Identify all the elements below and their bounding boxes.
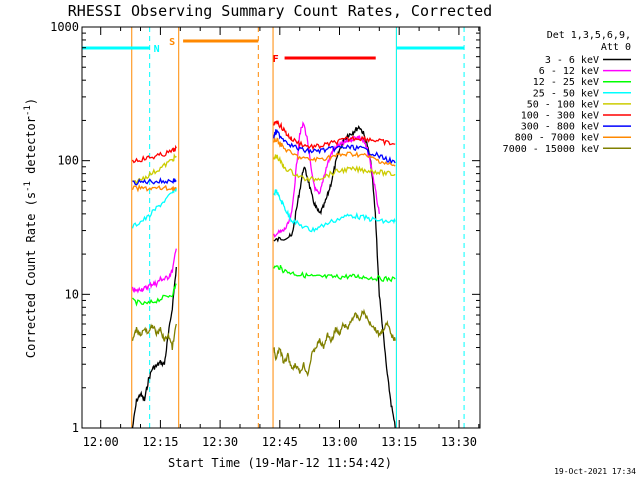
y-label-part: Corrected Count Rate (s [24,192,38,358]
data-series-line [131,266,177,428]
series-group [131,120,396,428]
data-series-line [273,189,396,233]
data-series-line [273,129,396,165]
data-series-line [132,283,177,307]
data-series-line [132,153,177,186]
flag-label: N [154,44,160,55]
data-series-line [131,187,177,229]
legend-entry-label: 800 - 7000 keV [515,133,599,144]
plot-frame [81,26,481,429]
flag-label: F [273,54,279,65]
data-series-line [131,184,177,193]
data-series-line [273,137,396,167]
y-label-superscript: -1 [23,105,33,116]
y-label-superscript: -1 [23,181,33,192]
x-tick-label: 13:15 [381,435,417,449]
y-label-part: detector [24,116,38,181]
data-series-line [131,248,177,294]
data-series-line [131,323,177,351]
flag-label: S [169,37,175,48]
legend-entry-label: 3 - 6 keV [545,55,599,66]
data-series-line [273,308,396,378]
legend-header-line: Att 0 [601,42,631,53]
data-series-line [273,120,380,238]
legend-entry-label: 7000 - 15000 keV [503,144,599,155]
data-series-line [273,120,396,151]
legend-entry-label: 100 - 300 keV [521,111,599,122]
data-series-line [273,125,396,428]
x-tick-label: 13:00 [321,435,357,449]
x-tick-label: 13:30 [441,435,477,449]
data-series-line [131,144,177,164]
y-axis-label: Corrected Count Rate (s-1 detector-1) [23,98,38,358]
y-tick-label: 1000 [50,20,79,34]
axes: 12:00 12:15 12:30 12:45 13:00 13:15 13:30 1 10 10… [50,20,481,449]
plot-area: NS F [81,27,465,428]
legend-header-line: Det 1,3,5,6,9, [547,30,631,41]
data-series-line [132,177,177,186]
legend-entry-label: 6 - 12 keV [539,66,599,77]
legend-entry-label: 50 - 100 keV [527,99,599,110]
y-label-part: ) [24,98,38,105]
data-series-line [273,265,396,283]
x-tick-label: 12:00 [83,435,119,449]
chart-title: RHESSI Observing Summary Count Rates, Co… [68,2,492,20]
y-tick-label: 10 [65,287,79,301]
legend-entry-label: 25 - 50 keV [533,88,599,99]
x-tick-label: 12:30 [202,435,238,449]
x-axis-label: Start Time (19-Mar-12 11:54:42) [168,456,392,470]
legend-entry-label: 300 - 800 keV [521,122,599,133]
y-tick-label: 1 [72,421,79,435]
generation-timestamp: 19-Oct-2021 17:34 [554,467,636,476]
x-tick-label: 12:15 [142,435,178,449]
y-tick-label: 100 [57,154,79,168]
x-tick-label: 12:45 [262,435,298,449]
data-series-line [273,154,396,183]
legend-entry-label: 12 - 25 keV [533,77,599,88]
